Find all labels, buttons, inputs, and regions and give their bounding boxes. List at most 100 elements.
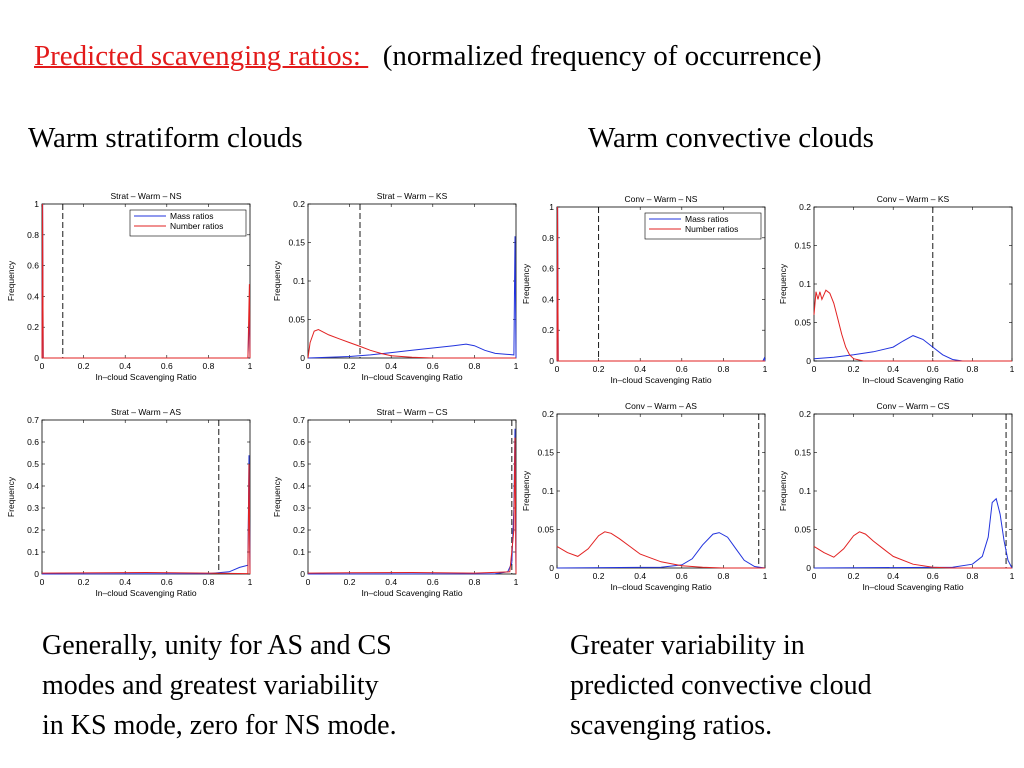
y-tick-label: 0.1 [293, 547, 305, 557]
plot-conv-cs: Conv – Warm – CS 0 0.2 0.4 0.6 0.8 1 0 0.05 0.1 0.… [778, 401, 1015, 592]
y-tick-label: 0.4 [542, 294, 554, 304]
series-line [41, 463, 251, 575]
x-tick-label: 0.6 [161, 361, 173, 371]
series-line [307, 428, 517, 575]
x-tick-label: 0.8 [966, 364, 978, 374]
y-tick-label: 0 [300, 353, 305, 363]
plot-title: Strat – Warm – KS [377, 191, 448, 201]
x-tick-label: 0.2 [848, 364, 860, 374]
plot-strat-ns: Strat – Warm – NS 0 0.2 0.4 0.6 0.8 1 0 0.2 0.4 0.… [6, 191, 253, 382]
plot-frame [307, 203, 517, 359]
y-axis-label: Frequency [6, 476, 16, 517]
y-tick-label: 0.2 [293, 525, 305, 535]
plot-strat-ks: Strat – Warm – KS 0 0.2 0.4 0.6 0.8 1 0 0.05 0.1 0… [272, 191, 519, 382]
y-tick-label: 1 [549, 202, 554, 212]
x-tick-label: 0 [40, 361, 45, 371]
x-tick-label: 0 [812, 364, 817, 374]
x-axis-label: In–cloud Scavenging Ratio [361, 372, 462, 382]
y-tick-label: 0.6 [27, 261, 39, 271]
plot-strat-as: Strat – Warm – AS 0 0.2 0.4 0.6 0.8 1 0 0.1 0.2 0.… [6, 407, 253, 598]
left-caption-line: modes and greatest variability [42, 670, 379, 701]
x-axis-label: In–cloud Scavenging Ratio [610, 375, 711, 385]
plot-frame [41, 419, 251, 575]
x-tick-label: 0.4 [385, 361, 397, 371]
x-tick-label: 0.6 [927, 364, 939, 374]
y-axis-label: Frequency [521, 263, 531, 304]
x-tick-label: 0.8 [202, 577, 214, 587]
left-caption-line: Generally, unity for AS and CS [42, 630, 392, 661]
y-tick-label: 1 [34, 199, 39, 209]
x-tick-label: 0.2 [593, 364, 605, 374]
x-tick-label: 0.2 [78, 577, 90, 587]
series-line [813, 289, 1012, 362]
plot-title: Strat – Warm – NS [110, 191, 181, 201]
y-tick-label: 0.8 [542, 233, 554, 243]
series-line [41, 203, 251, 359]
left-caption-line: in KS mode, zero for NS mode. [42, 710, 397, 741]
x-axis-label: In–cloud Scavenging Ratio [610, 582, 711, 592]
x-tick-label: 0.6 [427, 577, 439, 587]
x-tick-label: 1 [763, 364, 768, 374]
x-tick-label: 0.2 [848, 571, 860, 581]
y-tick-label: 0.2 [542, 325, 554, 335]
x-tick-label: 0.6 [676, 571, 688, 581]
x-tick-label: 0.8 [468, 577, 480, 587]
legend-label: Mass ratios [685, 214, 728, 224]
plot-strat-cs: Strat – Warm – CS 0 0.2 0.4 0.6 0.8 1 0 0.1 0.2 0.… [272, 407, 519, 598]
y-tick-label: 0.2 [293, 199, 305, 209]
y-tick-label: 0.1 [27, 547, 39, 557]
x-axis-label: In–cloud Scavenging Ratio [95, 588, 196, 598]
y-tick-label: 0.3 [293, 503, 305, 513]
y-tick-label: 0.7 [293, 415, 305, 425]
legend-label: Number ratios [170, 221, 223, 231]
y-tick-label: 0.05 [794, 525, 811, 535]
y-tick-label: 0.1 [293, 276, 305, 286]
series-line [307, 437, 517, 575]
x-tick-label: 0.2 [344, 361, 356, 371]
plot-title: Conv – Warm – AS [625, 401, 697, 411]
legend-label: Number ratios [685, 224, 738, 234]
x-tick-label: 0.8 [717, 364, 729, 374]
x-tick-label: 0 [555, 364, 560, 374]
y-tick-label: 0.15 [794, 448, 811, 458]
x-tick-label: 1 [1010, 571, 1015, 581]
y-tick-label: 0.2 [27, 322, 39, 332]
series-line [307, 236, 517, 359]
x-tick-label: 1 [763, 571, 768, 581]
plot-frame [307, 419, 517, 575]
plot-frame [813, 206, 1013, 362]
x-tick-label: 1 [514, 361, 519, 371]
left-caption: Generally, unity for AS and CS modes and… [42, 626, 397, 746]
x-tick-label: 0.2 [78, 361, 90, 371]
y-tick-label: 0 [806, 563, 811, 573]
left-heading: Warm stratiform clouds [28, 122, 303, 154]
x-axis-label: In–cloud Scavenging Ratio [862, 375, 963, 385]
y-tick-label: 0.1 [799, 486, 811, 496]
y-tick-label: 0.2 [27, 525, 39, 535]
x-tick-label: 0.4 [887, 571, 899, 581]
plot-frame [813, 413, 1013, 569]
legend-label: Mass ratios [170, 211, 213, 221]
x-tick-label: 0.4 [119, 577, 131, 587]
y-tick-label: 0 [549, 356, 554, 366]
plot-frame [556, 413, 766, 569]
y-tick-label: 0.6 [542, 264, 554, 274]
x-tick-label: 0.6 [161, 577, 173, 587]
x-tick-label: 0 [306, 577, 311, 587]
plot-conv-ns: Conv – Warm – NS 0 0.2 0.4 0.6 0.8 1 0 0.2 0.4 0.6… [521, 194, 768, 385]
y-axis-label: Frequency [778, 263, 788, 304]
right-caption-line: scavenging ratios. [570, 710, 773, 741]
plot-title: Conv – Warm – KS [877, 194, 950, 204]
y-tick-label: 0.3 [27, 503, 39, 513]
y-tick-label: 0.8 [27, 230, 39, 240]
y-tick-label: 0.5 [27, 459, 39, 469]
y-tick-label: 0.4 [27, 481, 39, 491]
x-tick-label: 0.4 [119, 361, 131, 371]
legend-box [129, 209, 247, 237]
y-axis-label: Frequency [272, 476, 282, 517]
y-tick-label: 0.5 [293, 459, 305, 469]
right-caption-line: Greater variability in [570, 630, 805, 661]
x-tick-label: 0.8 [468, 361, 480, 371]
y-tick-label: 0 [549, 563, 554, 573]
x-tick-label: 0.6 [676, 364, 688, 374]
